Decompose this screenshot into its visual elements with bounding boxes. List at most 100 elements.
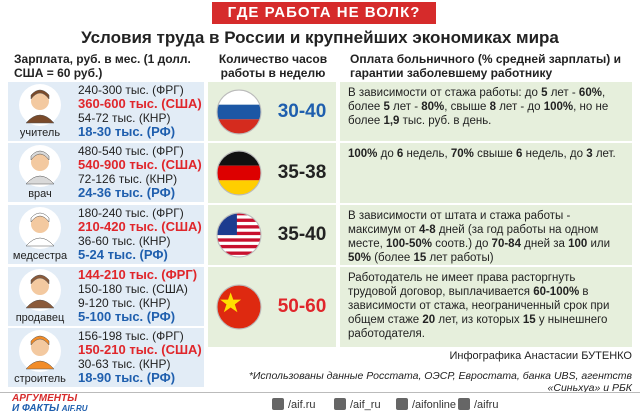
salary: 30-63 тыс. (КНР)	[78, 357, 171, 371]
sick-pay-highlight: 6	[516, 148, 523, 160]
profession-icon	[18, 83, 62, 132]
sick-pay-text: , более	[348, 87, 606, 113]
flag-part	[217, 89, 261, 105]
logo-text: AIF.RU	[61, 404, 88, 413]
flag-part	[217, 151, 261, 166]
salary-list: 156-198 тыс. (ФРГ) 150-210 тыс. (США) 30-6…	[78, 329, 202, 385]
flag-part	[216, 284, 262, 330]
sick-pay: В зависимости от штата и стажа работы - …	[340, 205, 632, 265]
sick-pay-highlight: 5	[541, 87, 548, 99]
flag-part	[217, 225, 261, 229]
profession-icon-part	[25, 175, 55, 185]
flag-part	[216, 284, 262, 330]
sick-pay-text: лет.	[592, 148, 616, 160]
sick-pay-text: до	[377, 148, 397, 160]
sick-pay: Работодатель не имеет права расторгнуть …	[340, 267, 632, 347]
profession-icon-part	[30, 89, 50, 100]
country-row: 35-38	[208, 143, 336, 203]
sick-pay-text: свыше	[473, 148, 517, 160]
salary: 156-198 тыс. (ФРГ)	[78, 329, 184, 343]
country-row: 30-40	[208, 82, 336, 141]
profession-icon-part	[30, 150, 50, 161]
profession-icon-part	[19, 207, 61, 249]
social-link: /aifru	[474, 399, 499, 411]
flag	[216, 150, 262, 201]
profession-icon-part	[31, 277, 49, 295]
profession-icon	[18, 206, 62, 255]
sick-pay-highlight: 80%	[421, 101, 445, 113]
profession-icon-part	[25, 360, 55, 370]
country-row: 50-60	[208, 267, 336, 347]
sick-pay-text: недель,	[403, 148, 451, 160]
salary: 18-90 тыс. (РФ)	[78, 370, 176, 385]
profession-row: учитель 240-300 тыс. (ФРГ) 360-600 тыс. (С…	[8, 82, 204, 141]
sick-pay-highlight: 15	[522, 314, 536, 326]
flag-part	[216, 150, 262, 196]
hours: 35-38	[277, 162, 327, 183]
flag-part	[217, 231, 261, 236]
profession-label: продавец	[15, 312, 65, 324]
sick-pay-text: лет -	[547, 87, 579, 99]
sick-pay-text: у нынешнего работодателя.	[348, 314, 608, 340]
title: Условия труда в России и крупнейших экон…	[81, 28, 559, 47]
hours: 35-40	[277, 224, 327, 245]
social-link: /aif_ru	[350, 399, 381, 411]
sick-pay-text: Работодатель не имеет права расторгнуть …	[348, 272, 576, 298]
flag-part	[216, 150, 262, 196]
sick-pay: 100% до 6 недель, 70% свыше 6 недель, до…	[340, 143, 632, 203]
profession-icon-part	[31, 338, 49, 356]
profession-icon	[18, 268, 62, 317]
column-header: Зарплата, руб. в мес. (1 долл. США = 60 …	[14, 52, 191, 80]
sick-pay-text: лет, из которых	[435, 314, 523, 326]
profession-row: медсестра 180-240 тыс. (ФРГ) 210-420 тыс. …	[8, 205, 204, 264]
sick-pay-text: , свыше	[444, 101, 490, 113]
flag-part	[216, 89, 262, 134]
profession-icon-part	[19, 84, 61, 126]
sick-pay-highlight: 1,9	[383, 115, 400, 127]
sick-pay-text: лет - до	[496, 101, 544, 113]
flag-part	[217, 213, 237, 235]
flag-part	[220, 292, 242, 313]
column-header: Количество часов работы в неделю	[218, 52, 328, 80]
flag-part	[217, 218, 261, 222]
salary: 36-60 тыс. (КНР)	[78, 234, 171, 248]
flag-part	[217, 285, 261, 329]
salary-list: 480-540 тыс. (ФРГ) 540-900 тыс. (США) 72-1…	[78, 144, 202, 200]
footer: АРГУМЕНТЫ И ФАКТЫ AIF.RU /aif.ru/aif_ru /…	[0, 392, 640, 416]
profession-label: медсестра	[12, 250, 68, 262]
flag-part	[217, 118, 261, 134]
salary: 210-420 тыс. (США)	[78, 219, 202, 234]
hours: 30-40	[277, 100, 327, 122]
sick-pay-highlight: 6	[396, 148, 404, 160]
salary: 54-72 тыс. (КНР)	[78, 111, 171, 125]
logo: АРГУМЕНТЫ И ФАКТЫ AIF.RU	[12, 394, 88, 414]
sick-pay-text: в зависимости от стажа, неограниченный с…	[348, 286, 610, 326]
profession-row: продавец 144-210 тыс. (ФРГ) 150-180 тыс. (…	[8, 267, 204, 326]
salary: 5-100 тыс. (РФ)	[78, 309, 176, 324]
salary: 240-300 тыс. (ФРГ)	[78, 83, 184, 97]
salary: 150-210 тыс. (США)	[78, 342, 202, 357]
salary: 150-180 тыс. (США)	[78, 282, 188, 296]
salary: 9-120 тыс. (КНР)	[78, 296, 171, 310]
salary-list: 180-240 тыс. (ФРГ) 210-420 тыс. (США) 36-6…	[78, 206, 202, 262]
footnote: *Использованы данные Росстата, ОЭСР, Евр…	[248, 370, 632, 394]
salary: 18-30 тыс. (РФ)	[78, 124, 176, 139]
sick-pay-highlight: 8	[489, 101, 497, 113]
profession-label: строитель	[14, 373, 66, 385]
social-icon	[334, 398, 346, 410]
salary: 180-240 тыс. (ФРГ)	[78, 206, 184, 220]
sick-pay-highlight: 100%	[348, 148, 378, 160]
social-icon	[272, 398, 284, 410]
flag	[216, 212, 262, 263]
flag-part	[217, 104, 261, 119]
hours: 50-60	[277, 296, 327, 317]
sick-pay-highlight: 20	[422, 314, 436, 326]
profession-icon-part	[31, 215, 49, 233]
logo-text: АРГУМЕНТЫ	[12, 393, 78, 404]
flag	[216, 284, 262, 335]
sick-pay-highlight: 60%	[578, 87, 602, 99]
flag-part	[217, 244, 261, 249]
flag-part	[216, 212, 262, 258]
salary: 480-540 тыс. (ФРГ)	[78, 144, 184, 158]
banner: ГДЕ РАБОТА НЕ ВОЛК?	[212, 2, 436, 24]
